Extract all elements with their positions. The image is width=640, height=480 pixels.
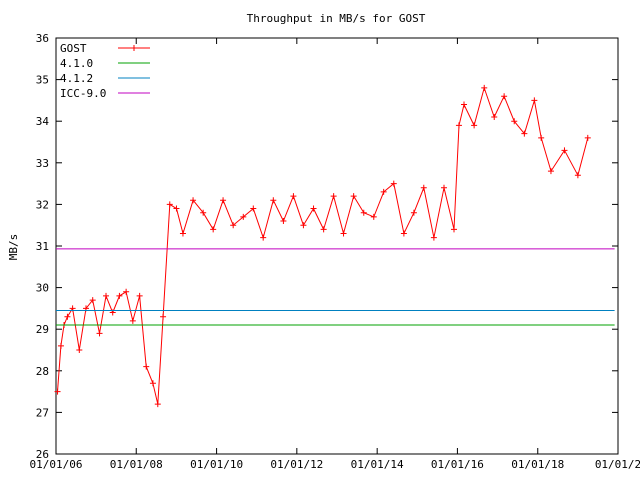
y-tick-label: 32 — [36, 198, 49, 211]
chart-title: Throughput in MB/s for GOST — [247, 12, 426, 25]
data-point — [149, 380, 156, 387]
legend: GOST 4.1.0 4.1.2 ICC-9.0 — [60, 42, 150, 100]
y-tick-label: 34 — [36, 115, 50, 128]
data-point — [143, 363, 150, 370]
y-axis-label: MB/s — [7, 234, 20, 261]
data-point — [538, 134, 545, 141]
data-point — [451, 226, 458, 233]
data-point — [190, 197, 197, 204]
data-point — [584, 134, 591, 141]
data-point — [531, 97, 538, 104]
x-tick-label: 01/01/12 — [270, 458, 323, 471]
data-point — [290, 193, 297, 200]
data-point — [350, 193, 357, 200]
data-point — [160, 313, 167, 320]
data-point — [116, 292, 123, 299]
data-point — [280, 218, 287, 225]
data-point — [491, 114, 498, 121]
data-point — [320, 226, 327, 233]
x-tick-label: 01/01/18 — [511, 458, 564, 471]
data-point — [129, 317, 136, 324]
data-point — [340, 230, 347, 237]
data-point — [481, 84, 488, 91]
x-tick-label: 01/01/10 — [190, 458, 243, 471]
y-tick-label: 28 — [36, 365, 49, 378]
data-point — [89, 297, 96, 304]
y-tick-label: 26 — [36, 448, 49, 461]
y-tick-label: 30 — [36, 282, 49, 295]
data-point — [123, 288, 130, 295]
data-point — [64, 313, 71, 320]
series-line-GOST — [57, 86, 589, 405]
data-point — [511, 118, 518, 125]
data-point — [57, 342, 64, 349]
y-tick-label: 35 — [36, 74, 49, 87]
data-point — [200, 209, 207, 216]
data-point — [220, 197, 227, 204]
data-point — [240, 213, 247, 220]
data-point — [390, 180, 397, 187]
x-tick-label: 01/01/08 — [110, 458, 163, 471]
data-point — [455, 122, 462, 129]
data-point — [461, 101, 468, 108]
data-point — [54, 388, 61, 395]
legend-label: 4.1.2 — [60, 72, 93, 85]
data-point — [441, 184, 448, 191]
data-point — [166, 201, 173, 208]
data-point — [410, 209, 417, 216]
data-point — [547, 168, 554, 175]
data-point — [173, 205, 180, 212]
axis-ticks: 26 27 28 29 30 31 32 33 34 35 36 01/01/06 01/01/08 01… — [30, 32, 640, 471]
data-point — [250, 205, 257, 212]
data-point — [574, 172, 581, 179]
data-point — [230, 222, 237, 229]
x-tick-label: 01/01/14 — [351, 458, 404, 471]
y-tick-label: 29 — [36, 323, 49, 336]
legend-marker — [131, 45, 137, 51]
data-point — [103, 292, 110, 299]
data-point — [420, 184, 427, 191]
data-point — [521, 130, 528, 137]
data-point — [260, 234, 267, 241]
legend-label: ICC-9.0 — [60, 87, 106, 100]
data-point — [380, 188, 387, 195]
legend-label: GOST — [60, 42, 87, 55]
data-point — [501, 93, 508, 100]
data-point — [154, 401, 161, 408]
y-tick-label: 27 — [36, 406, 49, 419]
data-point — [179, 230, 186, 237]
x-tick-label: 01/01/06 — [30, 458, 83, 471]
y-tick-label: 31 — [36, 240, 49, 253]
data-point — [430, 234, 437, 241]
data-point — [370, 213, 377, 220]
y-tick-label: 36 — [36, 32, 49, 45]
data-point — [561, 147, 568, 154]
data-point — [76, 347, 83, 353]
data-point — [136, 292, 143, 299]
y-tick-label: 33 — [36, 157, 49, 170]
series-layer — [54, 84, 615, 408]
data-point — [400, 230, 407, 237]
data-point — [360, 209, 367, 216]
data-point — [210, 226, 217, 233]
data-point — [96, 330, 103, 337]
x-tick-label: 01/01/2 — [595, 458, 640, 471]
data-point — [330, 193, 337, 200]
data-point — [300, 222, 307, 229]
data-point — [471, 122, 478, 129]
data-point — [270, 197, 277, 204]
data-point — [310, 205, 317, 212]
x-tick-label: 01/01/16 — [431, 458, 484, 471]
legend-label: 4.1.0 — [60, 57, 93, 70]
